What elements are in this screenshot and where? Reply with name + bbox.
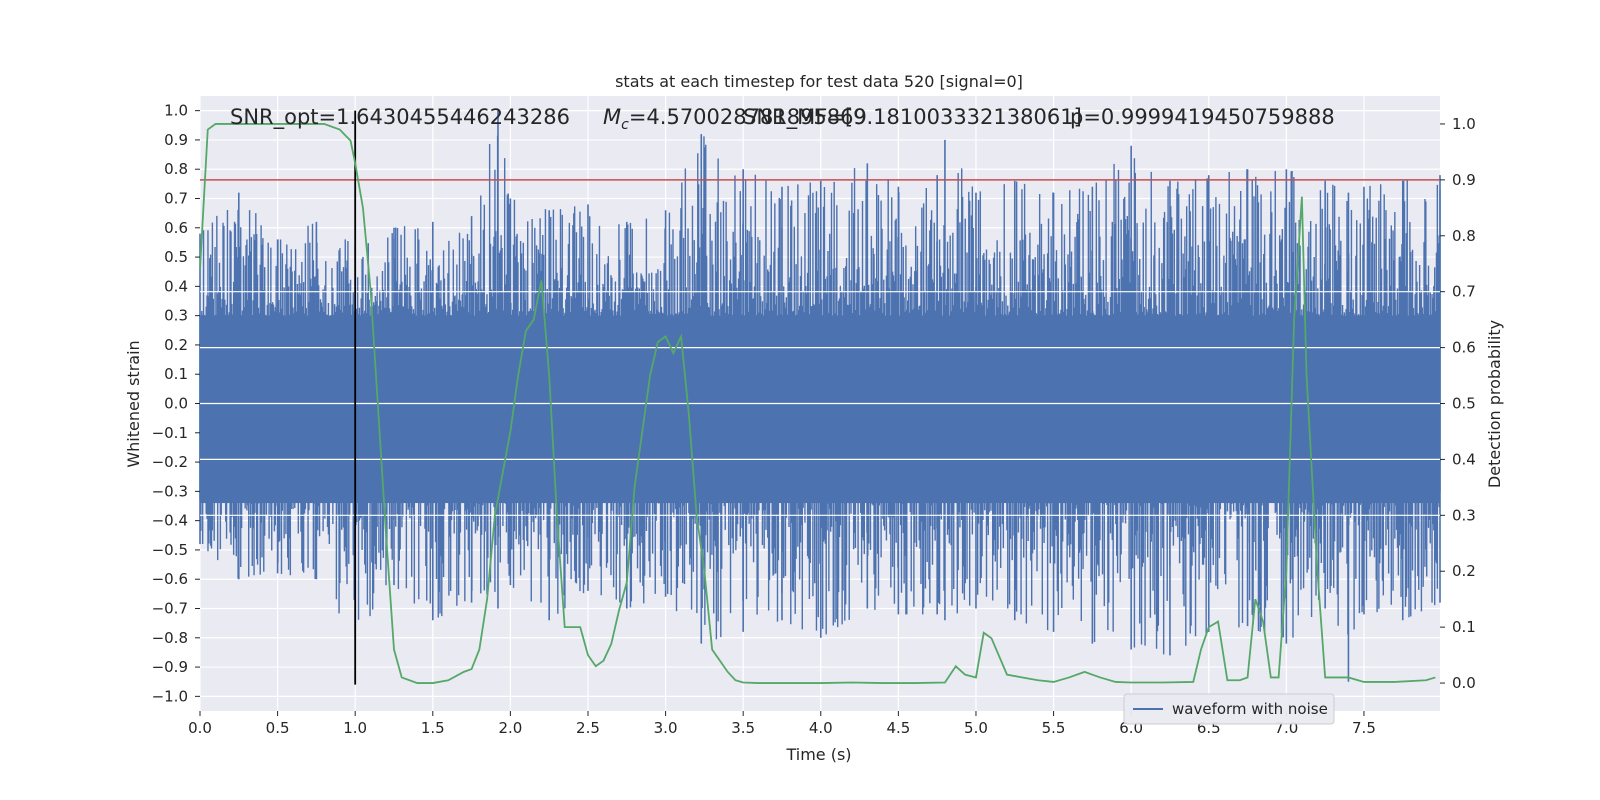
chart-title: stats at each timestep for test data 520… <box>615 72 1023 91</box>
legend-label-waveform: waveform with noise <box>1172 700 1328 718</box>
x-tick-label: 2.5 <box>576 719 600 737</box>
y-left-tick-label: −0.3 <box>152 482 188 500</box>
y-left-tick-label: −0.8 <box>152 629 188 647</box>
y-left-tick-label: −0.9 <box>152 658 188 676</box>
y-left-tick-label: 0.0 <box>164 395 188 413</box>
y-left-tick-label: −1.0 <box>152 687 188 705</box>
snr-mf-annotation: SNR_MF=[9.181003332138061] <box>743 105 1082 130</box>
y-left-tick-label: 0.4 <box>164 277 188 295</box>
x-axis-label: Time (s) <box>785 745 851 764</box>
y-right-tick-label: 0.7 <box>1452 283 1476 301</box>
x-tick-label: 0.5 <box>266 719 290 737</box>
legend-box <box>1123 693 1335 725</box>
x-tick-label: 7.5 <box>1352 719 1376 737</box>
y-left-tick-label: −0.2 <box>152 453 188 471</box>
y-left-tick-label: −0.6 <box>152 570 188 588</box>
y-right-tick-label: 0.3 <box>1452 506 1476 524</box>
chirp-mass-symbol: M <box>603 105 621 129</box>
x-tick-label: 1.5 <box>421 719 445 737</box>
y-left-tick-label: 0.1 <box>164 365 188 383</box>
y-right-tick-label: 0.1 <box>1452 618 1476 636</box>
y-left-tick-label: 0.6 <box>164 219 188 237</box>
y-left-tick-label: −0.1 <box>152 424 188 442</box>
y-right-tick-label: 0.4 <box>1452 450 1476 468</box>
x-tick-label: 3.5 <box>731 719 755 737</box>
snr-opt-annotation: SNR_opt=1.6430455446243286 <box>230 105 570 130</box>
y-left-tick-label: 0.2 <box>164 336 188 354</box>
probability-series <box>199 123 1436 684</box>
y-left-tick-label: 0.9 <box>164 131 188 149</box>
y-left-tick-label: 0.3 <box>164 307 188 325</box>
y-left-tick-label: −0.4 <box>152 512 188 530</box>
probability-line <box>199 123 1436 684</box>
p-value-annotation: p=0.9999419450759888 <box>1070 105 1335 129</box>
x-tick-label: 1.0 <box>343 719 367 737</box>
y-axis-label-left: Whitened strain <box>124 340 143 467</box>
y-left-tick-label: −0.5 <box>152 541 188 559</box>
annotations: SNR_opt=1.6430455446243286 Mc=4.57002878… <box>230 105 1335 133</box>
x-tick-label: 5.5 <box>1042 719 1066 737</box>
legend: waveform with noise <box>1123 693 1335 725</box>
x-tick-label: 0.0 <box>188 719 212 737</box>
y-right-tick-label: 0.9 <box>1452 171 1476 189</box>
x-tick-label: 4.5 <box>886 719 910 737</box>
chirp-mass-value: =4.570028781895869 <box>629 105 867 129</box>
y-right-tick-label: 0.2 <box>1452 562 1476 580</box>
x-tick-label: 5.0 <box>964 719 988 737</box>
x-tick-label: 3.0 <box>654 719 678 737</box>
y-left-tick-label: 0.5 <box>164 248 188 266</box>
y-left-tick-label: 1.0 <box>164 102 188 120</box>
y-right-tick-label: 0.5 <box>1452 395 1476 413</box>
y-right-tick-label: 0.6 <box>1452 339 1476 357</box>
x-tick-label: 4.0 <box>809 719 833 737</box>
axes: 0.0 0.5 1.0 1.5 2.0 2.5 3.0 3.5 4.0 4.5 5.0 5.5 6.0 6… <box>152 102 1476 737</box>
y-left-tick-label: 0.7 <box>164 190 188 208</box>
overlay-lines <box>200 110 1440 685</box>
y-left-tick-label: −0.7 <box>152 600 188 618</box>
x-tick-label: 2.0 <box>498 719 522 737</box>
y-right-tick-label: 0.0 <box>1452 674 1476 692</box>
y-left-tick-label: 0.8 <box>164 160 188 178</box>
y-right-tick-label: 0.8 <box>1452 227 1476 245</box>
y-axis-label-right: Detection probability <box>1485 320 1504 488</box>
chirp-mass-annotation: Mc=4.570028781895869 <box>603 105 867 133</box>
y-right-tick-label: 1.0 <box>1452 115 1476 133</box>
chirp-mass-subscript: c <box>621 117 629 133</box>
